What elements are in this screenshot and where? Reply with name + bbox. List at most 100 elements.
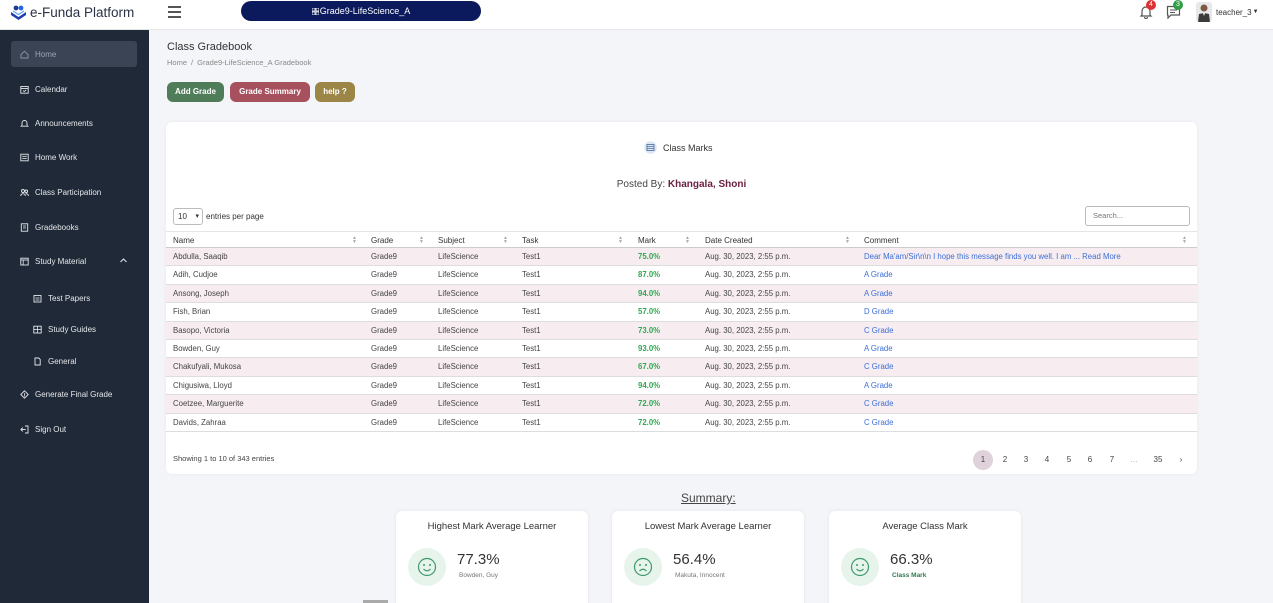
cell-mark: 94.0% bbox=[638, 380, 661, 390]
cell-subject: LifeScience bbox=[438, 362, 479, 372]
chevron-up-icon[interactable] bbox=[120, 257, 127, 264]
column-header-comment[interactable]: Comment bbox=[864, 236, 899, 245]
sort-icon[interactable]: ▲ ▼ bbox=[618, 235, 623, 245]
column-header-name[interactable]: Name bbox=[173, 236, 195, 245]
sort-icon[interactable]: ▲ ▼ bbox=[845, 235, 850, 245]
cell-grade: Grade9 bbox=[371, 417, 398, 427]
sidebar-item-home-work[interactable]: Home Work bbox=[11, 144, 137, 170]
notifications-bell-icon[interactable]: 4 bbox=[1139, 0, 1156, 19]
sidebar-item-study-guides[interactable]: Study Guides bbox=[24, 316, 134, 342]
sidebar-item-announcements[interactable]: Announcements bbox=[11, 110, 137, 136]
column-header-task[interactable]: Task bbox=[522, 236, 539, 245]
cell-comment[interactable]: C Grade bbox=[864, 417, 894, 427]
summary-card-title: Highest Mark Average Learner bbox=[427, 521, 557, 532]
summary-card-lowest: Lowest Mark Average Learner 56.4% Makuta… bbox=[612, 511, 804, 603]
sidebar-item-study-material[interactable]: Study Material bbox=[11, 248, 137, 274]
help-button[interactable]: help ? bbox=[315, 82, 355, 102]
page-button[interactable]: 5 bbox=[1066, 455, 1072, 464]
table-row[interactable]: Abdulla, Saaqib Grade9 LifeScience Test1 75.… bbox=[166, 248, 1197, 267]
cell-comment[interactable]: C Grade bbox=[864, 362, 894, 372]
sort-icon[interactable]: ▲ ▼ bbox=[419, 235, 424, 245]
scroll-indicator[interactable] bbox=[363, 600, 388, 603]
search-input[interactable]: Search... bbox=[1085, 206, 1190, 226]
table-row[interactable]: Coetzee, Marguerite Grade9 LifeScience Test… bbox=[166, 395, 1197, 414]
sidebar-item-home[interactable]: Home bbox=[11, 41, 137, 67]
sort-icon[interactable]: ▲ ▼ bbox=[503, 235, 508, 245]
cell-task: Test1 bbox=[522, 270, 541, 280]
sort-icon[interactable]: ▲ ▼ bbox=[1182, 235, 1187, 245]
cell-comment[interactable]: A Grade bbox=[864, 380, 893, 390]
sort-icon[interactable]: ▲ ▼ bbox=[685, 235, 690, 245]
sidebar: Home Calendar Announcements Home Work Cl… bbox=[0, 30, 149, 603]
table-row[interactable]: Chigusiwa, Lloyd Grade9 LifeScience Test1 94… bbox=[166, 377, 1197, 396]
page-button[interactable]: 1 bbox=[973, 450, 993, 470]
page-button[interactable]: 3 bbox=[1023, 455, 1029, 464]
table-icon bbox=[644, 141, 657, 154]
sidebar-item-general[interactable]: General bbox=[24, 348, 134, 374]
papers-icon bbox=[33, 294, 42, 303]
cell-comment[interactable]: A Grade bbox=[864, 270, 893, 280]
calendar-icon bbox=[20, 85, 29, 94]
cell-date-created: Aug. 30, 2023, 2:55 p.m. bbox=[705, 307, 791, 317]
column-header-grade[interactable]: Grade bbox=[371, 236, 394, 245]
sidebar-item-class-participation[interactable]: Class Participation bbox=[11, 179, 137, 205]
cell-comment[interactable]: C Grade bbox=[864, 325, 894, 335]
table-row[interactable]: Ansong, Joseph Grade9 LifeScience Test1 94.0… bbox=[166, 284, 1197, 304]
cell-task: Test1 bbox=[522, 307, 541, 317]
page-button[interactable]: 35 bbox=[1153, 455, 1163, 464]
cell-name: Adih, Cudjoe bbox=[173, 270, 218, 280]
cell-mark: 93.0% bbox=[638, 343, 661, 353]
brand[interactable]: e-Funda Platform bbox=[10, 4, 134, 21]
cell-comment[interactable]: A Grade bbox=[864, 288, 893, 298]
sidebar-item-label: General bbox=[48, 356, 77, 366]
column-header-mark[interactable]: Mark bbox=[638, 236, 656, 245]
sidebar-item-generate-final-grade[interactable]: Generate Final Grade bbox=[11, 381, 137, 407]
table-row[interactable]: Bowden, Guy Grade9 LifeScience Test1 93.0% Au… bbox=[166, 340, 1197, 359]
cell-mark: 72.0% bbox=[638, 417, 661, 427]
cell-mark: 87.0% bbox=[638, 270, 661, 280]
cell-comment[interactable]: Dear Ma'am/Sir\n\n I hope this message f… bbox=[864, 252, 1121, 261]
home-icon bbox=[20, 50, 29, 59]
entries-per-page-select[interactable]: 10 ▾ bbox=[173, 208, 203, 225]
sidebar-item-sign-out[interactable]: Sign Out bbox=[11, 416, 137, 442]
page-button[interactable]: 2 bbox=[1002, 455, 1008, 464]
cell-grade: Grade9 bbox=[371, 307, 398, 317]
next-page-button[interactable]: › bbox=[1179, 455, 1183, 464]
column-header-date-created[interactable]: Date Created bbox=[705, 236, 753, 245]
cell-subject: LifeScience bbox=[438, 252, 479, 261]
cell-comment[interactable]: A Grade bbox=[864, 343, 893, 353]
column-header-subject[interactable]: Subject bbox=[438, 236, 465, 245]
table-row[interactable]: Adih, Cudjoe Grade9 LifeScience Test1 87.0% A… bbox=[166, 266, 1197, 285]
table-row[interactable]: Basopo, Victoria Grade9 LifeScience Test1 73… bbox=[166, 321, 1197, 340]
menu-toggle-icon[interactable] bbox=[168, 6, 181, 18]
sidebar-item-gradebooks[interactable]: Gradebooks bbox=[11, 214, 137, 240]
sidebar-item-label: Home bbox=[35, 49, 57, 59]
cell-comment[interactable]: C Grade bbox=[864, 399, 894, 409]
cell-comment[interactable]: D Grade bbox=[864, 307, 894, 317]
breadcrumb-home[interactable]: Home bbox=[167, 58, 188, 67]
sidebar-item-label: Calendar bbox=[35, 84, 68, 94]
grade-icon bbox=[20, 389, 29, 399]
smile-icon bbox=[841, 548, 879, 586]
summary-card-sub: Bowden, Guy bbox=[459, 572, 499, 579]
page-button[interactable]: 6 bbox=[1087, 455, 1093, 464]
add-grade-button[interactable]: Add Grade bbox=[167, 82, 224, 102]
sort-icon[interactable]: ▲ ▼ bbox=[352, 235, 357, 245]
page-button[interactable]: 4 bbox=[1044, 455, 1050, 464]
sidebar-item-test-papers[interactable]: Test Papers bbox=[24, 285, 134, 311]
class-selector[interactable]: Grade9-LifeScience_A bbox=[241, 1, 481, 21]
cell-task: Test1 bbox=[522, 380, 541, 390]
user-name: teacher_3 bbox=[1216, 7, 1252, 17]
sidebar-item-calendar[interactable]: Calendar bbox=[11, 76, 137, 102]
user-menu[interactable]: teacher_3 ▼ bbox=[1196, 2, 1259, 22]
cell-mark: 67.0% bbox=[638, 362, 661, 372]
summary-card-sub: Class Mark bbox=[892, 572, 927, 579]
table-row[interactable]: Fish, Brian Grade9 LifeScience Test1 57.0% Au… bbox=[166, 303, 1197, 322]
table-row[interactable]: Chakufyali, Mukosa Grade9 LifeScience Test1… bbox=[166, 358, 1197, 377]
page-button[interactable]: 7 bbox=[1109, 455, 1115, 464]
brand-name: e-Funda Platform bbox=[30, 5, 135, 20]
messages-chat-icon[interactable]: 3 bbox=[1166, 0, 1183, 20]
grade-summary-button[interactable]: Grade Summary bbox=[230, 82, 310, 102]
marks-table: Name ▲ ▼ Grade ▲ ▼ Subject ▲ ▼ Task ▲ ▼ Mark ▲ ▼ Date C… bbox=[166, 231, 1197, 432]
table-row[interactable]: Davids, Zahraa Grade9 LifeScience Test1 72.0… bbox=[166, 414, 1197, 432]
